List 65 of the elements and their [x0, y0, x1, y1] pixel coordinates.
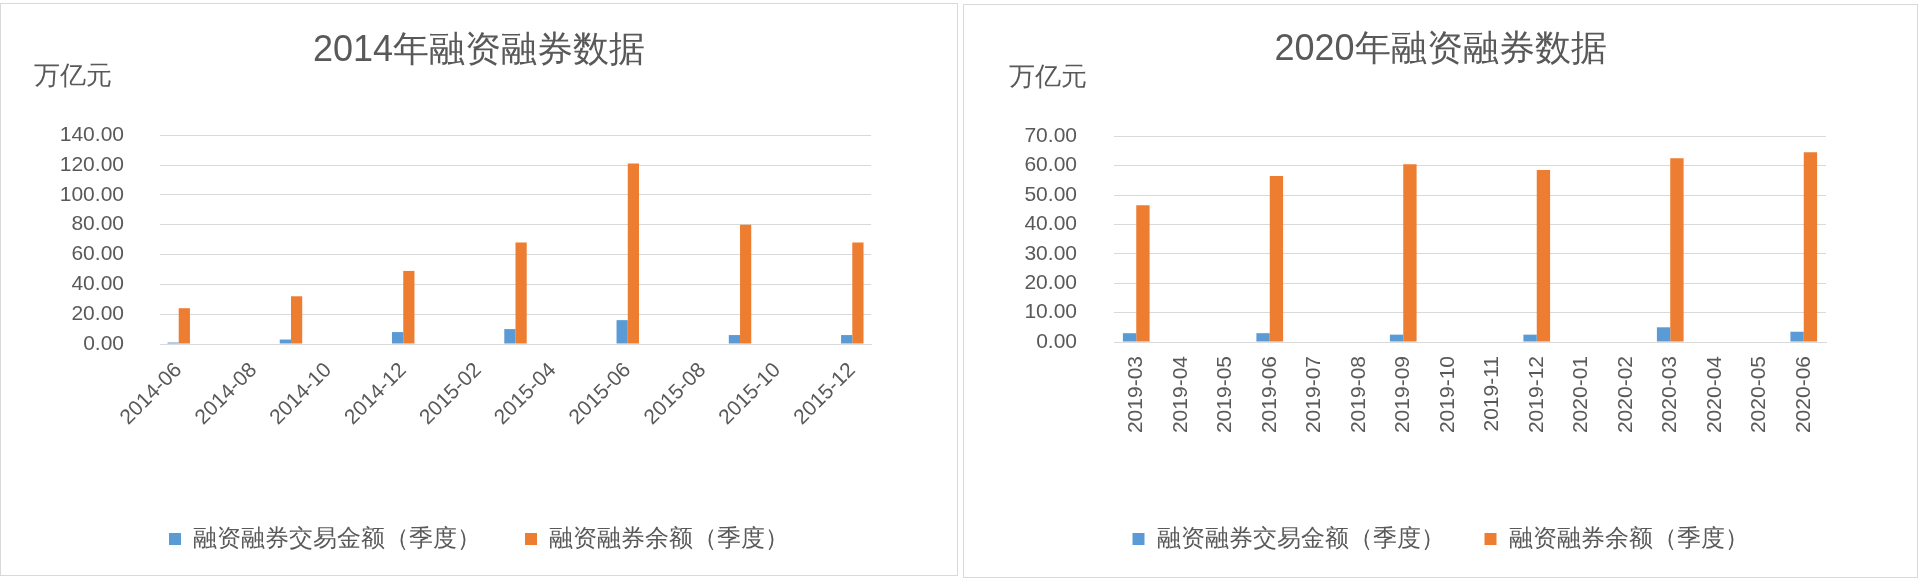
x-tick-label: 2019-03 — [1123, 356, 1147, 434]
x-tick-label: 2020-04 — [1701, 355, 1725, 434]
x-tick-label: 2019-10 — [1434, 356, 1458, 434]
bar — [290, 296, 303, 344]
bar — [1403, 164, 1417, 342]
bar — [852, 242, 864, 344]
chart-title: 2020年融资融券数据 — [1274, 26, 1607, 68]
y-tick-label: 120.00 — [59, 151, 124, 175]
bar — [1803, 152, 1818, 342]
y-axis-title: 万亿元 — [1009, 61, 1087, 92]
bar — [1523, 334, 1537, 342]
x-tick-label: 2019-08 — [1345, 356, 1369, 434]
x-tick-label: 2020-06 — [1790, 356, 1814, 434]
y-tick-label: 0.00 — [1036, 328, 1077, 352]
x-tick-label: 2020-03 — [1657, 356, 1681, 434]
y-tick-label: 40.00 — [71, 271, 124, 295]
bar — [1389, 334, 1404, 342]
legend-label: 融资融券余额（季度） — [549, 523, 789, 551]
x-tick-label: 2020-02 — [1612, 356, 1636, 434]
y-tick-label: 0.00 — [83, 330, 124, 354]
bar — [616, 320, 628, 344]
bar — [403, 270, 415, 344]
chart-title: 2014年融资融券数据 — [312, 27, 646, 69]
x-tick-label: 2019-06 — [1256, 356, 1280, 434]
bar — [1269, 175, 1284, 342]
bar — [1656, 327, 1671, 342]
bar — [841, 335, 853, 344]
bar — [178, 308, 190, 344]
y-tick-label: 20.00 — [71, 300, 124, 324]
y-tick-label: 20.00 — [1024, 270, 1077, 293]
bar — [392, 332, 404, 344]
y-tick-label: 80.00 — [71, 211, 124, 235]
y-tick-label: 100.00 — [59, 181, 124, 205]
y-tick-label: 60.00 — [1024, 152, 1077, 176]
bar — [504, 329, 516, 344]
bar — [740, 224, 752, 344]
x-tick-label: 2019-05 — [1212, 356, 1236, 434]
bar — [1122, 333, 1137, 342]
y-tick-label: 70.00 — [1024, 123, 1077, 146]
legend-label: 融资融券交易金额（季度） — [193, 523, 481, 551]
bar — [279, 339, 291, 344]
bar — [515, 242, 527, 344]
y-tick-label: 140.00 — [59, 122, 124, 145]
bar — [1670, 158, 1684, 342]
bar — [728, 335, 741, 344]
bar — [1790, 331, 1804, 342]
y-tick-label: 10.00 — [1024, 299, 1077, 323]
y-tick-label: 30.00 — [1024, 240, 1077, 264]
bar — [1136, 205, 1150, 342]
y-axis-title: 万亿元 — [34, 60, 112, 91]
bar — [1536, 170, 1551, 342]
y-tick-label: 50.00 — [1024, 181, 1077, 205]
x-tick-label: 2020-01 — [1568, 356, 1592, 434]
x-tick-label: 2019-04 — [1167, 355, 1191, 434]
bar — [1256, 333, 1270, 342]
legend-label: 融资融券交易金额（季度） — [1156, 523, 1445, 551]
x-tick-label: 2020-05 — [1746, 356, 1770, 434]
x-tick-label: 2019-07 — [1301, 356, 1325, 434]
x-tick-label: 2019-11 — [1479, 356, 1503, 432]
bar — [627, 163, 639, 344]
y-tick-label: 60.00 — [71, 241, 124, 265]
legend-label: 融资融券余额（季度） — [1508, 523, 1749, 551]
x-tick-label: 2019-12 — [1523, 356, 1547, 434]
y-tick-label: 40.00 — [1024, 211, 1077, 235]
x-tick-label: 2019-09 — [1390, 356, 1414, 434]
